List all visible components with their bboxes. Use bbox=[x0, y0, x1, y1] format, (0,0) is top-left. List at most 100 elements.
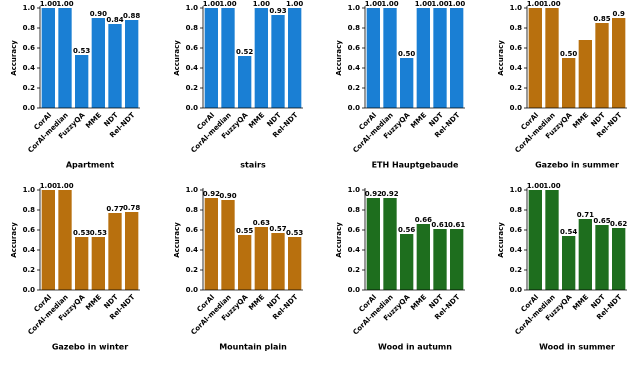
value-label: 0.53 bbox=[90, 229, 107, 237]
value-label: 1.00 bbox=[431, 0, 448, 8]
y-tick-label: 0.8 bbox=[348, 206, 361, 214]
x-tick-label: MME bbox=[571, 111, 590, 130]
y-tick-label: 0.8 bbox=[186, 24, 199, 32]
value-label: 0.55 bbox=[236, 227, 253, 235]
y-tick-label: 0.0 bbox=[186, 286, 199, 294]
subplot-title: stairs bbox=[240, 161, 266, 170]
x-tick-label: MME bbox=[84, 293, 103, 312]
value-label: 1.00 bbox=[40, 182, 57, 190]
y-tick-label: 1.0 bbox=[23, 186, 36, 194]
bar bbox=[204, 198, 218, 290]
bar bbox=[108, 213, 122, 290]
value-label: 0.90 bbox=[90, 10, 107, 18]
value-label: 0.92 bbox=[381, 190, 398, 198]
y-axis-label: Accuracy bbox=[497, 222, 505, 258]
value-label: 0.88 bbox=[123, 12, 140, 20]
y-axis-label: Accuracy bbox=[335, 222, 343, 258]
y-tick-label: 0.2 bbox=[510, 84, 523, 92]
bar bbox=[221, 200, 235, 290]
bar bbox=[400, 234, 414, 290]
y-tick-label: 0.8 bbox=[23, 24, 36, 32]
value-label: 1.00 bbox=[56, 182, 73, 190]
y-tick-label: 0.2 bbox=[348, 84, 361, 92]
bar bbox=[545, 190, 559, 290]
value-label: 1.00 bbox=[219, 0, 236, 8]
value-label: 0.52 bbox=[236, 48, 253, 56]
value-label: 1.00 bbox=[253, 0, 270, 8]
value-label: 1.00 bbox=[415, 0, 432, 8]
bar bbox=[450, 229, 464, 290]
bar bbox=[366, 198, 380, 290]
value-label: 0.66 bbox=[415, 216, 432, 224]
y-tick-label: 1.0 bbox=[348, 186, 361, 194]
bar bbox=[383, 8, 397, 108]
bar bbox=[58, 8, 72, 108]
bar bbox=[221, 8, 235, 108]
subplot-title: Apartment bbox=[66, 161, 115, 170]
bar bbox=[238, 235, 252, 290]
x-tick-label: MME bbox=[247, 111, 266, 130]
value-label: 0.50 bbox=[560, 50, 577, 58]
value-label: 0.63 bbox=[253, 219, 270, 227]
bar bbox=[41, 190, 55, 290]
y-tick-label: 0.0 bbox=[510, 104, 523, 112]
y-tick-label: 0.2 bbox=[186, 84, 199, 92]
subplot-title: Wood in summer bbox=[539, 343, 615, 352]
x-tick-label: MME bbox=[409, 111, 428, 130]
bar bbox=[271, 233, 285, 290]
bar bbox=[578, 219, 592, 290]
y-tick-label: 0.6 bbox=[186, 44, 199, 52]
value-label: 0.50 bbox=[398, 50, 415, 58]
y-axis-label: Accuracy bbox=[10, 222, 18, 258]
bar bbox=[612, 18, 626, 108]
bar bbox=[416, 8, 430, 108]
bar bbox=[578, 40, 592, 108]
y-tick-label: 0.2 bbox=[23, 266, 36, 274]
y-axis-label: Accuracy bbox=[173, 40, 181, 76]
value-label: 0.61 bbox=[431, 221, 448, 229]
bar bbox=[91, 237, 105, 290]
value-label: 0.53 bbox=[286, 229, 303, 237]
bar bbox=[288, 237, 302, 290]
y-tick-label: 0.0 bbox=[510, 286, 523, 294]
y-tick-label: 0.4 bbox=[348, 64, 361, 72]
y-tick-label: 0.4 bbox=[23, 64, 36, 72]
bar bbox=[254, 8, 268, 108]
y-tick-label: 0.0 bbox=[23, 104, 36, 112]
value-label: 0.62 bbox=[610, 220, 627, 228]
value-label: 0.53 bbox=[73, 229, 90, 237]
y-tick-label: 0.4 bbox=[348, 246, 361, 254]
value-label: 0.56 bbox=[398, 226, 415, 234]
y-tick-label: 0.8 bbox=[510, 206, 523, 214]
bar bbox=[271, 15, 285, 108]
bar bbox=[41, 8, 55, 108]
bar bbox=[612, 228, 626, 290]
value-label: 0.53 bbox=[73, 47, 90, 55]
bar bbox=[383, 198, 397, 290]
bar bbox=[288, 8, 302, 108]
bar bbox=[450, 8, 464, 108]
y-tick-label: 1.0 bbox=[23, 4, 36, 12]
value-label: 0.57 bbox=[269, 225, 286, 233]
y-tick-label: 0.4 bbox=[186, 246, 199, 254]
y-tick-label: 0.6 bbox=[186, 226, 199, 234]
bar bbox=[562, 236, 576, 290]
value-label: 1.00 bbox=[543, 182, 560, 190]
bar bbox=[125, 20, 139, 108]
value-label: 1.00 bbox=[381, 0, 398, 8]
subplot-title: Gazebo in winter bbox=[52, 343, 128, 352]
value-label: 0.71 bbox=[577, 211, 594, 219]
y-axis-label: Accuracy bbox=[173, 222, 181, 258]
value-label: 0.77 bbox=[106, 205, 123, 213]
y-tick-label: 0.0 bbox=[23, 286, 36, 294]
bar bbox=[91, 18, 105, 108]
bar bbox=[528, 8, 542, 108]
y-tick-label: 0.6 bbox=[348, 44, 361, 52]
y-tick-label: 1.0 bbox=[186, 4, 199, 12]
bar bbox=[416, 224, 430, 290]
value-label: 0.54 bbox=[560, 228, 577, 236]
value-label: 1.00 bbox=[56, 0, 73, 8]
y-axis-label: Accuracy bbox=[10, 40, 18, 76]
bar bbox=[125, 212, 139, 290]
